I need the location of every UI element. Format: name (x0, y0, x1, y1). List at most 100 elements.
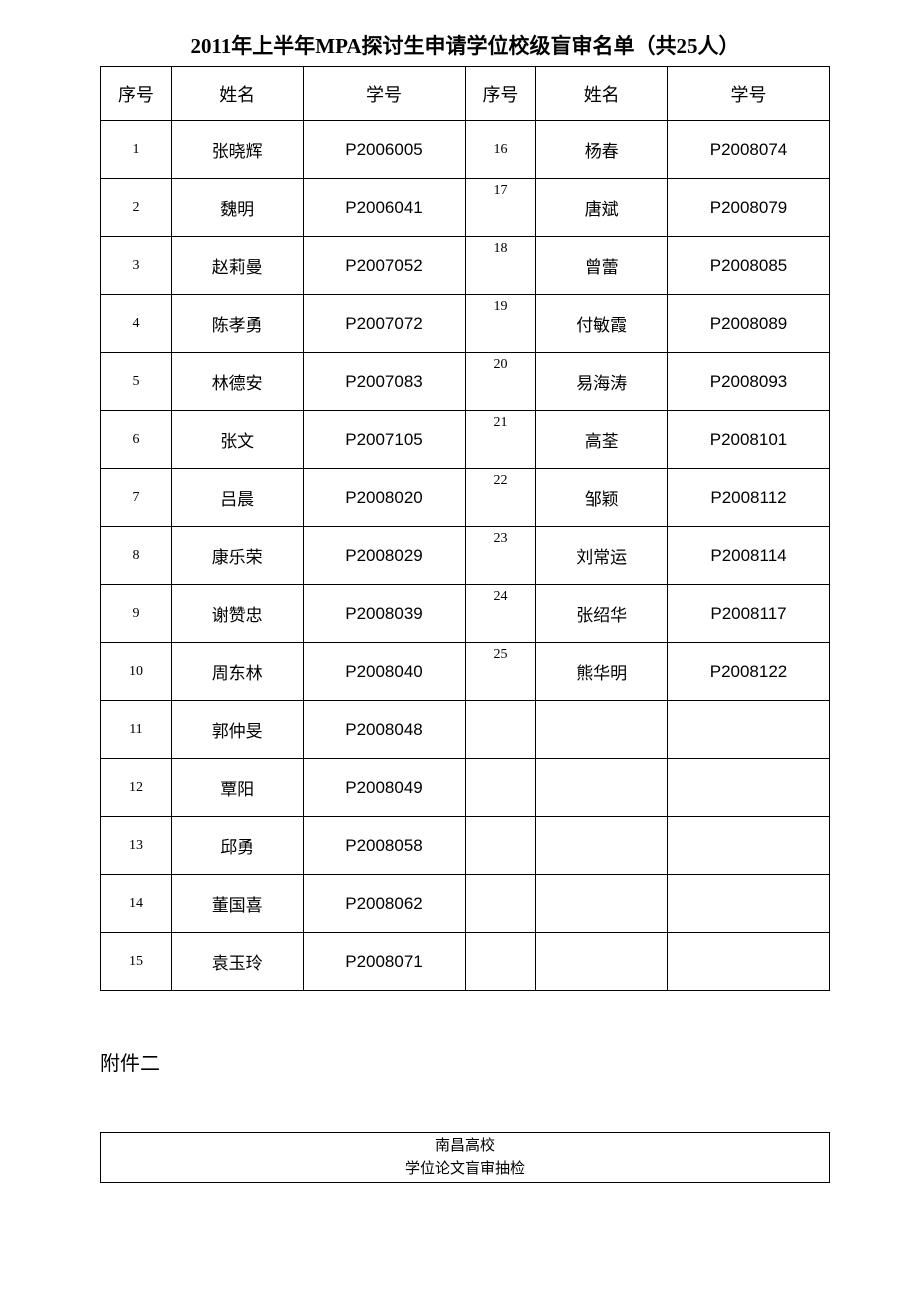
cell-id: P2008071 (303, 933, 465, 991)
cell-seq (465, 701, 536, 759)
page-title: 2011年上半年MPA探讨生申请学位校级盲审名单（共25人） (100, 30, 830, 60)
header-name-right: 姓名 (536, 67, 668, 121)
footer-line-1: 南昌高校 (435, 1138, 495, 1154)
cell-name: 唐斌 (536, 179, 668, 237)
header-name-left: 姓名 (171, 67, 303, 121)
cell-id: P2008049 (303, 759, 465, 817)
cell-id: P2008079 (668, 179, 830, 237)
cell-name: 高荃 (536, 411, 668, 469)
cell-name: 张绍华 (536, 585, 668, 643)
cell-name: 赵莉曼 (171, 237, 303, 295)
cell-id: P2008062 (303, 875, 465, 933)
table-row: 8康乐荣P200802923刘常运P2008114 (101, 527, 830, 585)
cell-seq: 19 (465, 295, 536, 353)
cell-id: P2008039 (303, 585, 465, 643)
appendix-label: 附件二 (100, 1047, 830, 1076)
cell-id: P2008048 (303, 701, 465, 759)
cell-seq: 17 (465, 179, 536, 237)
cell-name: 林德安 (171, 353, 303, 411)
cell-id: P2008122 (668, 643, 830, 701)
cell-seq: 22 (465, 469, 536, 527)
cell-seq: 10 (101, 643, 172, 701)
cell-id: P2007105 (303, 411, 465, 469)
table-row: 9谢赞忠P200803924张绍华P2008117 (101, 585, 830, 643)
cell-name: 康乐荣 (171, 527, 303, 585)
cell-id: P2007052 (303, 237, 465, 295)
cell-seq: 15 (101, 933, 172, 991)
cell-name: 郭仲旻 (171, 701, 303, 759)
cell-id: P2007072 (303, 295, 465, 353)
cell-seq (465, 875, 536, 933)
cell-seq: 16 (465, 121, 536, 179)
cell-id: P2006005 (303, 121, 465, 179)
cell-id (668, 759, 830, 817)
cell-seq: 6 (101, 411, 172, 469)
table-row: 7吕晨P200802022邹颖P2008112 (101, 469, 830, 527)
table-row: 1张晓辉P200600516杨春P2008074 (101, 121, 830, 179)
cell-id: P2006041 (303, 179, 465, 237)
cell-seq: 1 (101, 121, 172, 179)
cell-name: 邱勇 (171, 817, 303, 875)
cell-seq (465, 759, 536, 817)
cell-name: 周东林 (171, 643, 303, 701)
cell-name: 刘常运 (536, 527, 668, 585)
cell-seq: 2 (101, 179, 172, 237)
table-row: 4陈孝勇P200707219付敏霞P2008089 (101, 295, 830, 353)
cell-seq: 23 (465, 527, 536, 585)
cell-seq: 13 (101, 817, 172, 875)
footer-box-cell: 南昌高校 学位论文盲审抽检 (101, 1133, 830, 1183)
table-row: 12覃阳P2008049 (101, 759, 830, 817)
cell-seq: 21 (465, 411, 536, 469)
cell-name: 吕晨 (171, 469, 303, 527)
cell-id: P2008029 (303, 527, 465, 585)
cell-name: 袁玉玲 (171, 933, 303, 991)
cell-id: P2008058 (303, 817, 465, 875)
cell-id (668, 817, 830, 875)
table-row: 13邱勇P2008058 (101, 817, 830, 875)
cell-id (668, 875, 830, 933)
cell-name: 张晓辉 (171, 121, 303, 179)
header-id-left: 学号 (303, 67, 465, 121)
cell-id: P2008020 (303, 469, 465, 527)
cell-name: 谢赞忠 (171, 585, 303, 643)
cell-seq: 9 (101, 585, 172, 643)
cell-name: 杨春 (536, 121, 668, 179)
cell-name (536, 817, 668, 875)
cell-seq (465, 933, 536, 991)
table-row: 11郭仲旻P2008048 (101, 701, 830, 759)
cell-name: 魏明 (171, 179, 303, 237)
footer-line-2: 学位论文盲审抽检 (405, 1161, 525, 1177)
cell-seq: 7 (101, 469, 172, 527)
cell-name (536, 759, 668, 817)
table-row: 15袁玉玲P2008071 (101, 933, 830, 991)
cell-id: P2007083 (303, 353, 465, 411)
cell-id: P2008040 (303, 643, 465, 701)
cell-seq: 24 (465, 585, 536, 643)
cell-name: 曾蕾 (536, 237, 668, 295)
cell-id: P2008101 (668, 411, 830, 469)
cell-seq: 4 (101, 295, 172, 353)
cell-name: 邹颖 (536, 469, 668, 527)
cell-seq: 20 (465, 353, 536, 411)
cell-seq (465, 817, 536, 875)
table-row: 5林德安P200708320易海涛P2008093 (101, 353, 830, 411)
cell-id (668, 933, 830, 991)
table-header-row: 序号 姓名 学号 序号 姓名 学号 (101, 67, 830, 121)
cell-id: P2008117 (668, 585, 830, 643)
cell-id: P2008093 (668, 353, 830, 411)
cell-seq: 3 (101, 237, 172, 295)
table-row: 6张文P200710521高荃P2008101 (101, 411, 830, 469)
roster-table: 序号 姓名 学号 序号 姓名 学号 1张晓辉P200600516杨春P20080… (100, 66, 830, 991)
cell-id: P2008074 (668, 121, 830, 179)
cell-name: 陈孝勇 (171, 295, 303, 353)
footer-box: 南昌高校 学位论文盲审抽检 (100, 1132, 830, 1183)
table-row: 2魏明P200604117唐斌P2008079 (101, 179, 830, 237)
cell-name (536, 701, 668, 759)
cell-name: 董国喜 (171, 875, 303, 933)
cell-seq: 14 (101, 875, 172, 933)
cell-seq: 5 (101, 353, 172, 411)
cell-name: 熊华明 (536, 643, 668, 701)
table-row: 10周东林P200804025熊华明P2008122 (101, 643, 830, 701)
cell-seq: 18 (465, 237, 536, 295)
cell-name (536, 875, 668, 933)
